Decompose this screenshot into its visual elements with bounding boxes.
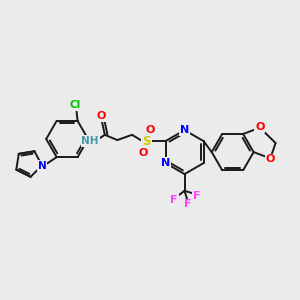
Text: S: S [142,135,151,148]
Text: O: O [255,122,265,132]
Text: F: F [170,195,178,205]
Text: O: O [145,124,154,135]
Text: N: N [38,160,46,170]
Text: O: O [97,111,106,121]
Text: N: N [161,158,170,168]
Text: NH: NH [81,136,99,146]
Text: F: F [193,191,201,201]
Text: O: O [139,148,148,158]
Text: F: F [184,200,191,209]
Text: Cl: Cl [70,100,81,110]
Text: O: O [266,154,275,164]
Text: N: N [180,125,189,135]
